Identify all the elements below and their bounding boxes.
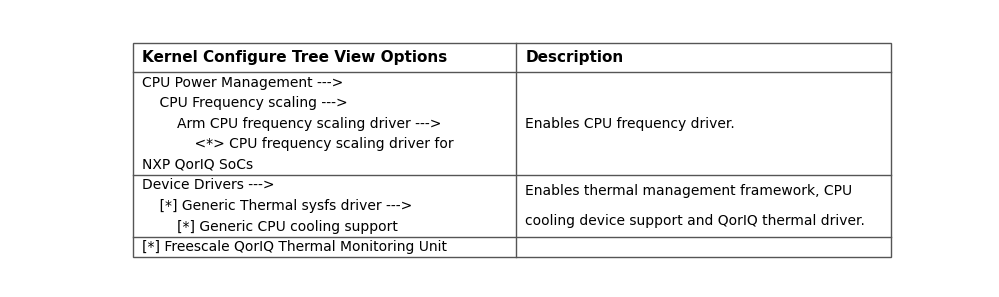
Text: [*] Generic Thermal sysfs driver --->: [*] Generic Thermal sysfs driver --->	[142, 199, 413, 213]
Text: Device Drivers --->: Device Drivers --->	[142, 178, 275, 192]
Text: CPU Frequency scaling --->: CPU Frequency scaling --->	[142, 96, 348, 110]
Text: Description: Description	[525, 50, 623, 65]
Text: CPU Power Management --->: CPU Power Management --->	[142, 75, 344, 89]
Text: Kernel Configure Tree View Options: Kernel Configure Tree View Options	[142, 50, 448, 65]
Text: Arm CPU frequency scaling driver --->: Arm CPU frequency scaling driver --->	[142, 117, 442, 131]
Text: cooling device support and QorIQ thermal driver.: cooling device support and QorIQ thermal…	[525, 214, 865, 228]
Text: [*] Generic CPU cooling support: [*] Generic CPU cooling support	[142, 219, 398, 234]
Text: Enables thermal management framework, CPU: Enables thermal management framework, CP…	[525, 184, 852, 198]
Text: <*> CPU frequency scaling driver for: <*> CPU frequency scaling driver for	[142, 137, 454, 151]
Text: Enables CPU frequency driver.: Enables CPU frequency driver.	[525, 117, 735, 131]
Text: [*] Freescale QorIQ Thermal Monitoring Unit: [*] Freescale QorIQ Thermal Monitoring U…	[142, 240, 447, 254]
Text: NXP QorIQ SoCs: NXP QorIQ SoCs	[142, 158, 253, 172]
